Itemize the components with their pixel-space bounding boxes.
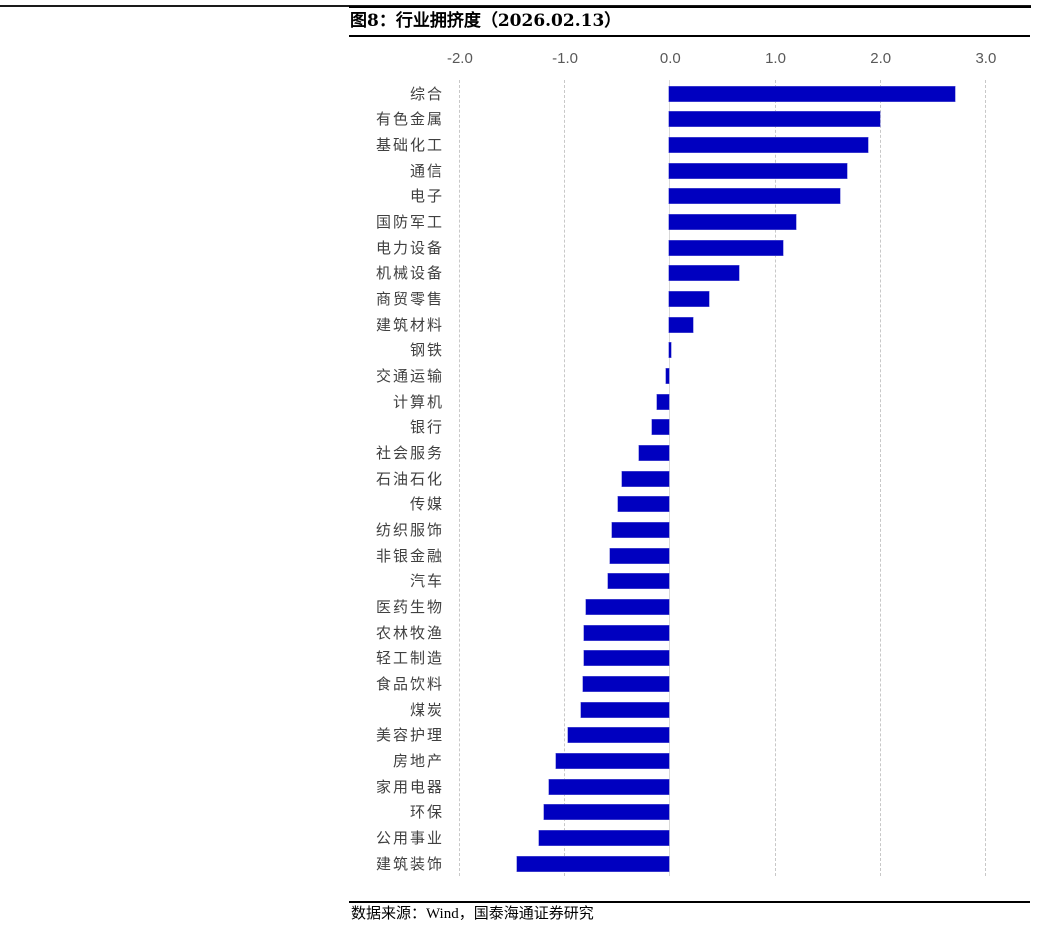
category-label: 农林牧渔	[375, 623, 444, 642]
source-rule	[349, 901, 1030, 903]
bar	[669, 240, 783, 256]
x-tick-label: -2.0	[446, 50, 473, 67]
bar	[669, 342, 672, 358]
gridline	[564, 80, 566, 876]
title-top-rule	[349, 6, 1031, 8]
bar	[617, 496, 670, 512]
bar	[656, 394, 670, 410]
category-label: 有色金属	[375, 110, 444, 129]
bar	[538, 830, 670, 846]
category-label: 传媒	[409, 495, 444, 514]
bar	[584, 625, 670, 641]
category-label: 钢铁	[409, 341, 444, 360]
bar	[516, 856, 670, 872]
title-bottom-rule	[349, 35, 1030, 37]
gridline	[879, 80, 881, 876]
category-label: 建筑装饰	[375, 854, 444, 873]
category-label: 医药生物	[375, 597, 444, 616]
bar	[583, 676, 670, 692]
bar	[638, 445, 670, 461]
category-label: 交通运输	[375, 366, 444, 385]
category-label: 家用电器	[375, 777, 444, 796]
category-label: 轻工制造	[375, 649, 444, 668]
category-label: 美容护理	[375, 726, 444, 745]
bar	[669, 317, 694, 333]
bar	[586, 599, 670, 615]
x-tick-label: 3.0	[975, 50, 997, 67]
bar	[549, 779, 670, 795]
category-label: 纺织服饰	[375, 520, 444, 539]
category-label: 机械设备	[375, 264, 444, 283]
category-label: 社会服务	[375, 443, 444, 462]
x-tick-label: 2.0	[870, 50, 892, 67]
bar	[568, 727, 670, 743]
category-label: 石油石化	[375, 469, 444, 488]
gridline	[984, 80, 986, 876]
bar	[610, 548, 670, 564]
bar	[666, 368, 670, 384]
bar	[669, 111, 880, 127]
gridline	[669, 80, 671, 876]
category-label: 商贸零售	[375, 289, 444, 308]
bar	[669, 265, 739, 281]
category-label: 国防军工	[375, 212, 444, 231]
bar	[669, 163, 848, 178]
bar	[669, 291, 710, 307]
bar	[555, 753, 670, 769]
x-tick-label: -1.0	[552, 50, 579, 67]
bar	[669, 137, 869, 153]
category-label: 基础化工	[375, 135, 444, 154]
bar	[669, 214, 796, 230]
category-label: 食品饮料	[375, 674, 444, 693]
category-label: 房地产	[392, 751, 444, 770]
category-label: 电力设备	[375, 238, 444, 257]
bar	[621, 471, 670, 487]
bar	[544, 804, 670, 820]
x-tick-label: 1.0	[765, 50, 786, 67]
category-label: 非银金融	[375, 546, 444, 565]
bar	[652, 419, 670, 435]
category-label: 通信	[409, 161, 444, 180]
bar	[669, 86, 956, 101]
x-tick-label: 0.0	[659, 50, 681, 67]
bar	[608, 573, 670, 589]
category-label: 综合	[409, 84, 444, 103]
category-label: 银行	[409, 418, 444, 437]
bar	[580, 702, 670, 718]
category-label: 计算机	[392, 392, 444, 411]
category-label: 汽车	[409, 572, 444, 591]
category-label: 环保	[409, 803, 444, 822]
bar	[669, 188, 840, 204]
bar	[612, 522, 670, 538]
figure-title: 图8：行业拥挤度（2026.02.13）	[350, 11, 622, 31]
category-label: 建筑材料	[375, 315, 444, 334]
category-label: 电子	[409, 187, 444, 206]
category-label: 煤炭	[409, 700, 444, 719]
gridline	[774, 80, 776, 876]
source-note: 数据来源：Wind，国泰海通证券研究	[351, 906, 594, 922]
category-label: 公用事业	[375, 828, 444, 847]
bar	[584, 650, 670, 666]
gridline	[458, 80, 460, 876]
